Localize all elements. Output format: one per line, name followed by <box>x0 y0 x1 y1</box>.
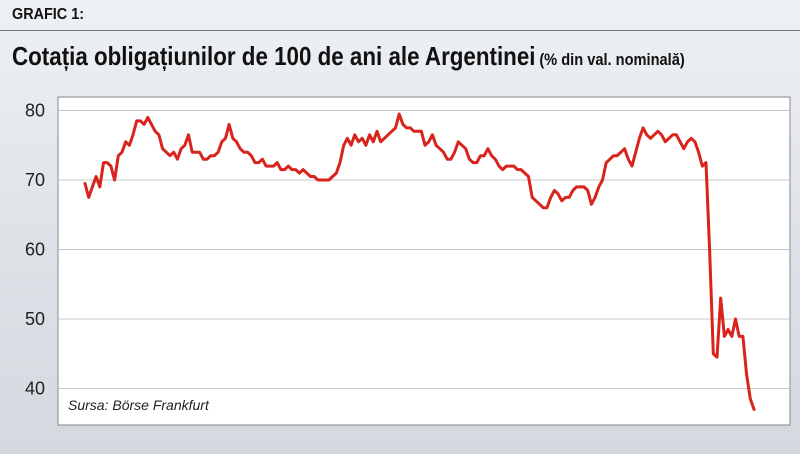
y-tick-label-40: 40 <box>25 379 45 399</box>
series-line <box>83 112 756 411</box>
y-tick-label-50: 50 <box>25 309 45 329</box>
source-note: Sursa: Börse Frankfurt <box>68 397 210 413</box>
y-axis-labels: 40 50 60 70 80 <box>25 101 45 399</box>
figure-label: GRAFIC 1: <box>12 6 84 23</box>
chart-title: Cotația obligațiunilor de 100 de ani ale… <box>12 41 685 72</box>
y-tick-label-80: 80 <box>25 101 45 121</box>
plot-area <box>57 96 791 426</box>
chart-title-main: Cotația obligațiunilor de 100 de ani ale… <box>12 41 536 71</box>
y-tick-label-60: 60 <box>25 240 45 260</box>
y-tick-label-70: 70 <box>25 170 45 190</box>
chart-unit: (% din val. nominală) <box>539 50 685 69</box>
gridlines <box>58 110 790 389</box>
